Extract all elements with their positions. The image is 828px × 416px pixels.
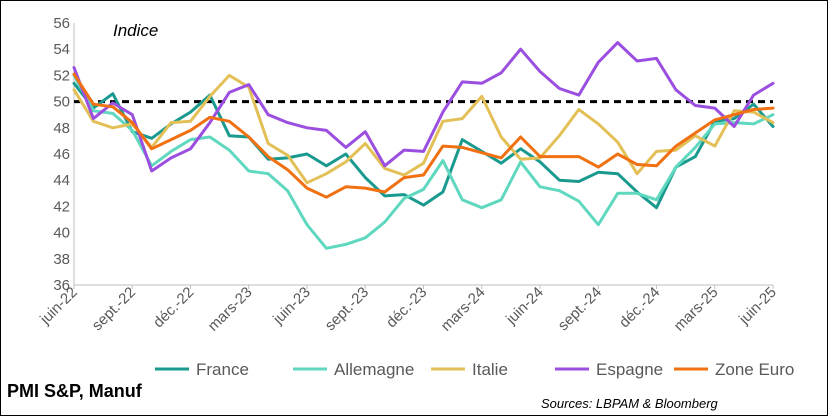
legend-label-zone-euro: Zone Euro <box>715 360 794 379</box>
x-tick-label: juin-25 <box>735 284 780 329</box>
series-line-italie <box>72 73 775 185</box>
legend-label-espagne: Espagne <box>596 360 663 379</box>
y-tick-label: 38 <box>53 251 70 268</box>
y-tick-label: 50 <box>53 94 70 111</box>
x-tick-label: sept.-24 <box>555 284 605 334</box>
source-note: Sources: LBPAM & Bloomberg <box>541 396 718 411</box>
y-tick-label: 44 <box>53 172 70 189</box>
x-tick-label: juin-24 <box>502 284 547 329</box>
legend-label-italie: Italie <box>472 360 508 379</box>
x-tick-label: mars-25 <box>671 284 722 335</box>
legend: France Allemagne Italie Espagne Zone Euro <box>155 360 794 379</box>
y-axis-label: Indice <box>113 21 158 40</box>
y-tick-label: 48 <box>53 120 70 137</box>
x-tick-label: sept.-23 <box>322 284 372 334</box>
y-tick-label: 40 <box>53 225 70 242</box>
series-line-france <box>72 81 775 210</box>
series-line-allemagne <box>72 73 775 250</box>
y-tick-label: 56 <box>53 15 70 32</box>
series-line-espagne <box>72 41 775 173</box>
x-tick-label: déc.-22 <box>150 284 197 331</box>
x-tick-label: déc.-23 <box>383 284 430 331</box>
legend-label-france: France <box>196 360 249 379</box>
x-tick-label: déc.-24 <box>616 284 663 331</box>
x-tick-label: mars-23 <box>205 284 256 335</box>
y-tick-label: 42 <box>53 198 70 215</box>
x-tick-label: mars-24 <box>438 284 489 335</box>
series-layer <box>72 41 775 250</box>
chart-title: PMI S&P, Manuf <box>7 381 142 401</box>
x-tick-label: sept.-22 <box>89 284 139 334</box>
y-tick-label: 46 <box>53 146 70 163</box>
y-tick-label: 36 <box>53 277 70 294</box>
legend-label-allemagne: Allemagne <box>334 360 414 379</box>
y-tick-label: 52 <box>53 67 70 84</box>
y-tick-label: 54 <box>53 41 70 58</box>
x-tick-label: juin-23 <box>269 284 314 329</box>
series-line-zone-euro <box>72 72 775 199</box>
